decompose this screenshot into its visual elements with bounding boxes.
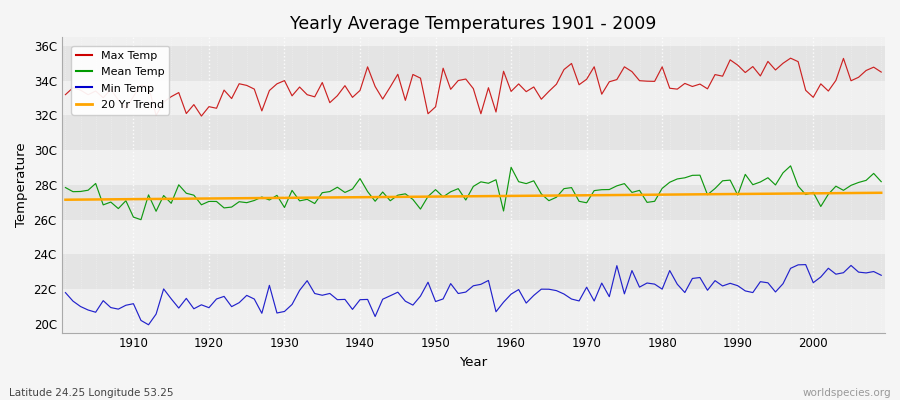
Bar	[62, 116, 885, 150]
Legend: Max Temp, Mean Temp, Min Temp, 20 Yr Trend: Max Temp, Mean Temp, Min Temp, 20 Yr Tre…	[71, 46, 169, 114]
Bar	[62, 46, 885, 81]
Bar	[62, 220, 885, 254]
Bar	[62, 185, 885, 220]
Title: Yearly Average Temperatures 1901 - 2009: Yearly Average Temperatures 1901 - 2009	[290, 15, 656, 33]
Bar	[62, 150, 885, 185]
X-axis label: Year: Year	[459, 356, 488, 369]
Y-axis label: Temperature: Temperature	[15, 143, 28, 227]
Text: worldspecies.org: worldspecies.org	[803, 388, 891, 398]
Bar	[62, 254, 885, 289]
Bar	[62, 81, 885, 116]
Text: Latitude 24.25 Longitude 53.25: Latitude 24.25 Longitude 53.25	[9, 388, 174, 398]
Bar	[62, 289, 885, 324]
